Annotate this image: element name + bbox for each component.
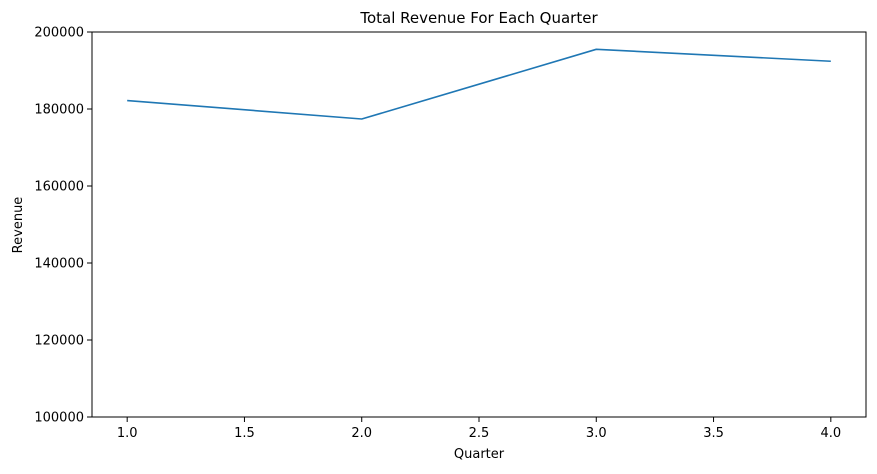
x-axis: 1.0 1.5 2.0 2.5 3.0 3.5 4.0 xyxy=(117,417,841,441)
series-layer xyxy=(127,49,831,119)
x-tick-label: 2.0 xyxy=(351,426,372,441)
x-tick-label: 4.0 xyxy=(820,426,841,441)
revenue-line-series xyxy=(127,49,831,119)
y-tick-label: 200000 xyxy=(34,26,84,41)
plot-area xyxy=(92,32,866,417)
x-tick-label: 3.0 xyxy=(586,426,607,441)
y-axis-label: Revenue xyxy=(11,197,26,254)
x-tick-label: 2.5 xyxy=(469,426,490,441)
y-tick-label: 140000 xyxy=(34,257,84,272)
y-tick-label: 180000 xyxy=(34,103,84,118)
plot-frame xyxy=(92,32,866,417)
x-tick-label: 3.5 xyxy=(703,426,724,441)
y-tick-label: 160000 xyxy=(34,180,84,195)
x-axis-label: Quarter xyxy=(454,447,505,462)
y-tick-label: 100000 xyxy=(34,411,84,426)
y-tick-label: 120000 xyxy=(34,334,84,349)
chart-title: Total Revenue For Each Quarter xyxy=(359,9,598,27)
y-axis: 100000 120000 140000 160000 180000 200000 xyxy=(34,26,92,426)
x-tick-label: 1.0 xyxy=(117,426,138,441)
x-tick-label: 1.5 xyxy=(234,426,255,441)
